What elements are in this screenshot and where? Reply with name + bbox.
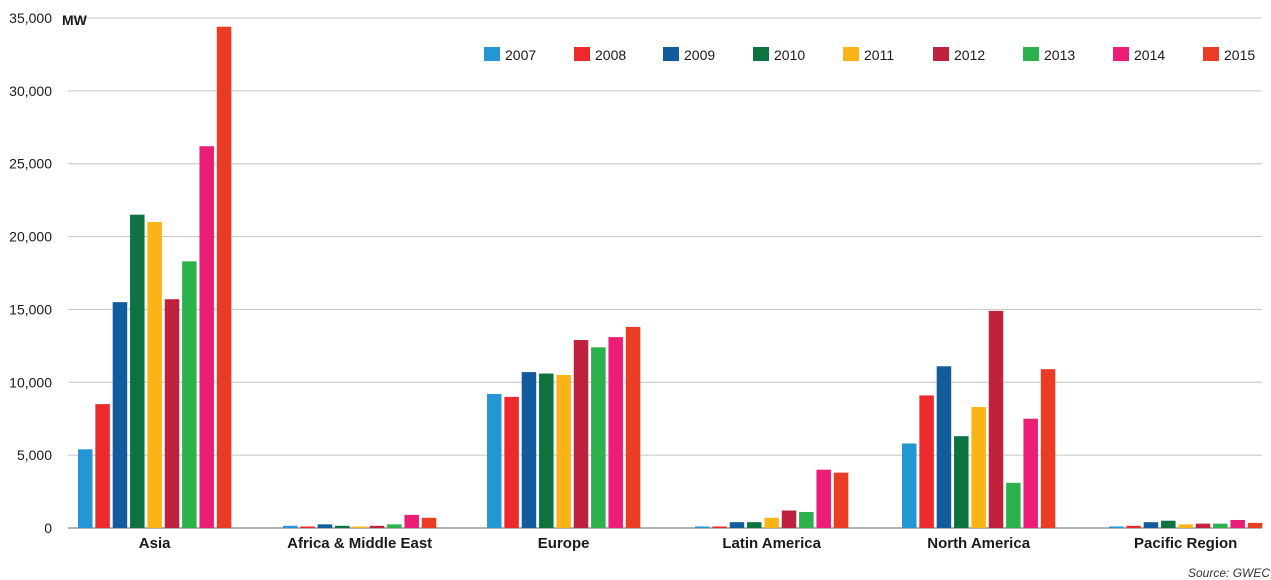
bar-latin-america-2011 (764, 517, 779, 528)
legend-label: 2008 (595, 47, 626, 63)
bar-pacific-region-2011 (1178, 524, 1193, 528)
legend-label: 2009 (684, 47, 715, 63)
bar-north-america-2010 (954, 436, 969, 528)
bar-pacific-region-2008 (1126, 525, 1141, 528)
category-label: Europe (538, 535, 590, 552)
y-tick-label: 0 (44, 520, 52, 536)
bar-pacific-region-2010 (1161, 520, 1176, 528)
bar-pacific-region-2009 (1143, 522, 1159, 528)
y-tick-label: 25,000 (9, 156, 52, 172)
bar-latin-america-2007 (695, 526, 710, 528)
legend-label: 2015 (1224, 47, 1255, 63)
y-tick-label: 20,000 (9, 229, 52, 245)
legend-swatch (663, 47, 679, 61)
bar-africa-middle-east-2010 (335, 525, 350, 528)
bar-asia-2015 (216, 26, 232, 528)
bar-north-america-2015 (1040, 369, 1056, 528)
legend-swatch (574, 47, 590, 61)
legend-swatch (933, 47, 949, 61)
legend-swatch (1203, 47, 1219, 61)
bar-asia-2007 (78, 449, 93, 528)
bar-asia-2009 (112, 302, 128, 528)
bar-north-america-2012 (988, 310, 1004, 528)
bar-north-america-2007 (902, 443, 917, 528)
bar-africa-middle-east-2009 (317, 524, 333, 528)
y-tick-label: 5,000 (17, 447, 52, 463)
bar-north-america-2008 (919, 395, 934, 528)
bar-pacific-region-2014 (1230, 519, 1245, 528)
bar-asia-2013 (182, 261, 197, 528)
legend-swatch (843, 47, 859, 61)
bar-europe-2009 (521, 372, 537, 528)
legend-label: 2014 (1134, 47, 1165, 63)
bar-latin-america-2012 (781, 510, 797, 528)
gridlines (68, 17, 1262, 529)
bar-europe-2015 (625, 326, 641, 528)
bar-latin-america-2014 (816, 469, 831, 528)
bar-latin-america-2008 (712, 526, 727, 528)
bar-asia-2008 (95, 404, 110, 528)
bar-europe-2007 (487, 393, 502, 528)
category-label: Africa & Middle East (287, 535, 432, 552)
bar-latin-america-2009 (729, 522, 745, 528)
legend-swatch (1023, 47, 1039, 61)
bar-asia-2011 (147, 222, 162, 528)
bar-north-america-2014 (1023, 418, 1038, 528)
legend-swatch (753, 47, 769, 61)
legend-swatch (484, 47, 500, 61)
bar-africa-middle-east-2012 (369, 525, 385, 528)
legend-label: 2012 (954, 47, 985, 63)
bar-europe-2011 (556, 375, 571, 528)
source-note: Source: GWEC (1188, 566, 1270, 580)
bar-europe-2014 (608, 337, 623, 528)
bar-africa-middle-east-2008 (300, 526, 315, 528)
category-label: Pacific Region (1134, 535, 1237, 552)
category-labels: Asia Africa & Middle East Europe Latin Amer… (139, 535, 1238, 552)
bar-north-america-2013 (1006, 482, 1021, 528)
bar-africa-middle-east-2011 (352, 526, 367, 528)
bar-asia-2010 (130, 214, 145, 528)
legend: 2007 2008 2009 2010 2011 2012 2013 2014 2015 (484, 47, 1255, 63)
bar-north-america-2011 (971, 407, 986, 528)
legend-label: 2011 (864, 47, 894, 63)
bar-pacific-region-2015 (1247, 522, 1263, 528)
legend-label: 2010 (774, 47, 805, 63)
y-tick-label: 15,000 (9, 301, 52, 317)
bars (78, 26, 1263, 528)
bar-pacific-region-2013 (1213, 523, 1228, 528)
y-tick-label: 30,000 (9, 83, 52, 99)
bar-latin-america-2013 (799, 511, 814, 528)
bar-pacific-region-2007 (1109, 526, 1124, 528)
bar-africa-middle-east-2013 (387, 524, 402, 528)
category-label: Asia (139, 535, 171, 552)
bar-latin-america-2015 (833, 472, 849, 528)
bar-asia-2014 (199, 146, 214, 528)
y-tick-label: 35,000 (9, 10, 52, 26)
legend-swatch (1113, 47, 1129, 61)
category-label: North America (927, 535, 1030, 552)
y-tick-label: 10,000 (9, 374, 52, 390)
bar-pacific-region-2012 (1195, 523, 1211, 528)
legend-label: 2007 (505, 47, 536, 63)
bar-europe-2013 (591, 347, 606, 528)
bar-europe-2008 (504, 396, 519, 528)
y-axis-unit-label: MW (62, 12, 88, 28)
bar-africa-middle-east-2007 (283, 525, 298, 528)
bar-africa-middle-east-2015 (421, 517, 437, 528)
bar-latin-america-2010 (747, 522, 762, 528)
y-axis-ticks: 0 5,000 10,000 15,000 20,000 25,000 30,000 35,0… (9, 10, 52, 536)
category-label: Latin America (722, 535, 821, 552)
bar-north-america-2009 (936, 366, 952, 528)
legend-label: 2013 (1044, 47, 1075, 63)
bar-europe-2012 (573, 340, 589, 528)
bar-africa-middle-east-2014 (404, 514, 419, 528)
bar-europe-2010 (539, 373, 554, 528)
bar-asia-2012 (164, 299, 180, 528)
